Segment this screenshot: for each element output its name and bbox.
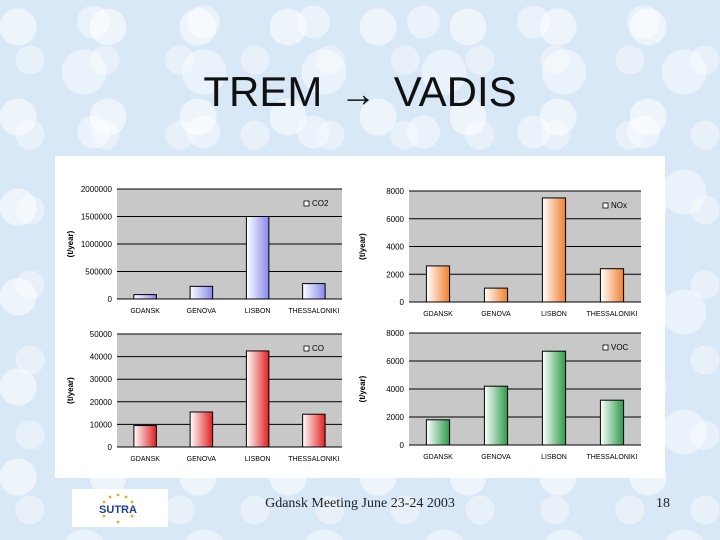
y-tick-label: 8000	[386, 187, 404, 196]
legend-label: VOC	[611, 343, 629, 352]
y-tick-label: 0	[400, 441, 405, 450]
x-tick-label: THESSALONIKI	[288, 308, 339, 315]
y-axis-label: (t/year)	[358, 375, 367, 402]
x-tick-label: GDANSK	[130, 456, 160, 463]
logo-graphic: SUTRA	[99, 493, 137, 524]
slide-title: TREM → VADIS	[0, 68, 720, 116]
x-tick-label: LISBON	[541, 311, 567, 318]
charts-canvas: 2000000150000010000005000000(t/year)GDAN…	[66, 185, 641, 463]
bar-lisbon	[245, 350, 270, 448]
y-tick-label: 30000	[90, 375, 113, 384]
x-tick-label: LISBON	[541, 454, 567, 461]
x-tick-label: GDANSK	[423, 454, 453, 461]
y-tick-label: 8000	[386, 329, 404, 338]
logo-star-ring	[102, 493, 134, 524]
legend-swatch	[602, 202, 609, 209]
y-tick-label: 1500000	[81, 213, 113, 222]
x-tick-label: GENOVA	[481, 311, 511, 318]
legend-swatch	[303, 200, 310, 207]
bar-genova	[483, 385, 509, 446]
bar-thessaloniki	[599, 399, 625, 446]
footer-text: Gdansk Meeting June 23-24 2003	[265, 496, 455, 511]
chart-nox: 8000 6000 4000 2000 0 (t/year) GDANSK GENOVA LIS…	[358, 187, 641, 318]
y-tick-label: 500000	[85, 268, 112, 277]
x-tick-label: LISBON	[245, 456, 271, 463]
legend-box	[302, 342, 338, 355]
chart-co2: 2000000 1500000 1000000 500000 0 (t/year) GDAN…	[66, 185, 342, 315]
y-tick-label: 2000000	[81, 185, 113, 194]
charts-panel: 2000000 1500000 1000000 500000 0 (t/year) GDAN…	[55, 156, 665, 478]
x-tick-label: GENOVA	[187, 456, 217, 463]
page-number: 18	[656, 496, 670, 511]
y-tick-label: 0	[108, 443, 113, 452]
x-tick-label: GENOVA	[187, 308, 217, 315]
x-tick-label: LISBON	[245, 308, 271, 315]
y-axis-label: (t/year)	[66, 230, 75, 257]
arrow-right-icon: →	[340, 73, 377, 114]
title-right: VADIS	[393, 68, 517, 115]
y-tick-label: 1000000	[81, 240, 113, 249]
x-tick-label: GENOVA	[481, 454, 511, 461]
x-tick-label: GDANSK	[130, 308, 160, 315]
title-left: TREM	[203, 68, 323, 115]
legend-swatch	[602, 344, 609, 351]
y-tick-label: 4000	[386, 385, 404, 394]
x-tick-label: GDANSK	[423, 311, 453, 318]
bar-thessaloniki	[599, 268, 625, 303]
bar-genova	[189, 285, 214, 300]
legend-box	[601, 199, 637, 212]
y-tick-label: 4000	[386, 243, 404, 252]
chart-voc: 8000 6000 4000 2000 0 (t/year) GDANSK GENOVA LIS…	[358, 329, 641, 461]
bar-lisbon	[541, 350, 567, 446]
bar-genova	[189, 411, 214, 448]
x-tick-label: THESSALONIKI	[587, 454, 638, 461]
bar-thessaloniki	[302, 283, 326, 300]
y-tick-label: 50000	[90, 330, 113, 339]
bar-genova	[483, 287, 509, 303]
legend-swatch	[303, 345, 310, 352]
y-tick-label: 0	[400, 298, 405, 307]
y-tick-label: 20000	[90, 398, 113, 407]
bar-lisbon	[245, 216, 270, 300]
bar-lisbon	[541, 197, 567, 303]
legend-label: CO2	[312, 199, 329, 208]
legend-label: NOx	[611, 201, 627, 210]
y-axis-label: (t/year)	[358, 233, 367, 260]
y-axis-label: (t/year)	[66, 377, 75, 404]
y-tick-label: 10000	[90, 420, 113, 429]
bar-gdansk	[133, 294, 157, 300]
bar-gdansk	[133, 425, 157, 448]
y-tick-label: 6000	[386, 357, 404, 366]
legend-box	[302, 197, 338, 210]
bar-gdansk	[425, 265, 451, 303]
x-tick-label: THESSALONIKI	[288, 456, 339, 463]
legend-box	[601, 341, 637, 354]
y-tick-label: 0	[108, 295, 113, 304]
y-tick-label: 6000	[386, 215, 404, 224]
logo-text: SUTRA	[99, 504, 137, 516]
x-tick-label: THESSALONIKI	[587, 311, 638, 318]
sutra-logo: SUTRA	[72, 489, 168, 527]
legend-label: CO	[312, 344, 324, 353]
bar-gdansk	[425, 419, 451, 446]
y-tick-label: 2000	[386, 413, 404, 422]
bar-thessaloniki	[302, 413, 326, 448]
y-tick-label: 2000	[386, 270, 404, 279]
y-tick-label: 40000	[90, 353, 113, 362]
chart-co: 50000 40000 30000 20000 10000 0 (t/year) GDANSK…	[66, 330, 342, 463]
